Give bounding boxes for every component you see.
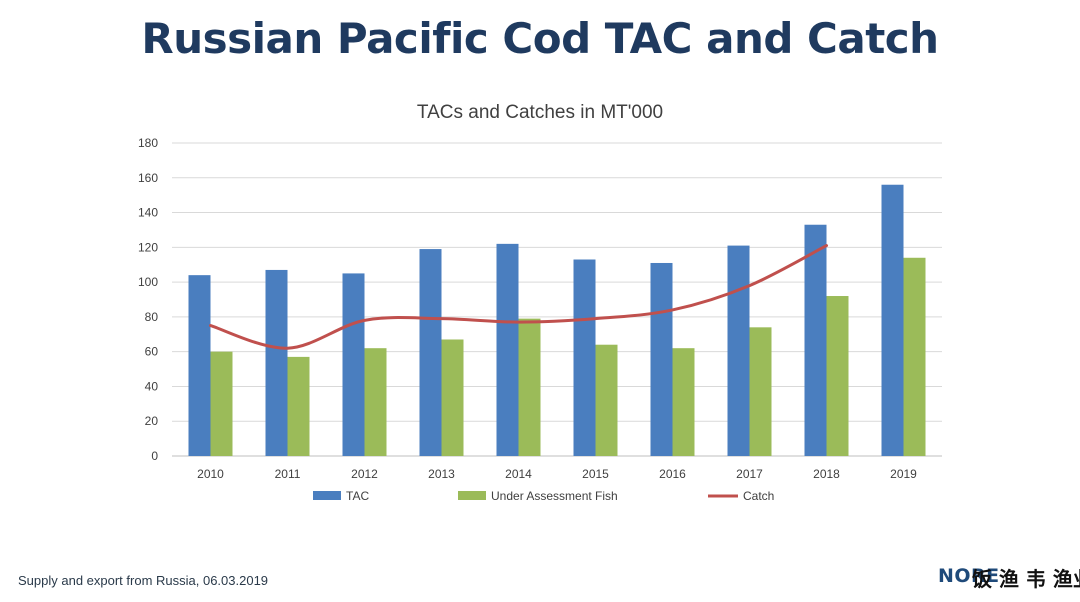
y-tick-label: 180 [138, 136, 158, 150]
bar-under-assessment [826, 296, 849, 456]
bar-tac [496, 243, 519, 456]
bar-tac [881, 184, 904, 456]
x-tick-label: 2016 [659, 467, 686, 481]
footer-note: Supply and export from Russia, 06.03.201… [18, 573, 269, 588]
y-tick-label: 40 [145, 379, 159, 393]
x-tick-label: 2019 [890, 467, 917, 481]
x-tick-label: 2018 [813, 467, 840, 481]
y-tick-label: 80 [145, 310, 159, 324]
legend-catch-label: Catch [743, 489, 774, 503]
x-tick-label: 2012 [351, 467, 378, 481]
x-tick-label: 2013 [428, 467, 455, 481]
bar-tac [188, 275, 211, 456]
bar-tac [804, 224, 827, 456]
slide-title: Russian Pacific Cod TAC and Catch [141, 14, 939, 63]
x-tick-label: 2015 [582, 467, 609, 481]
bar-tac [265, 269, 288, 456]
y-tick-label: 120 [138, 240, 158, 254]
y-tick-label: 20 [145, 414, 159, 428]
bar-tac [650, 262, 673, 456]
bar-under-assessment [903, 257, 926, 456]
x-tick-label: 2014 [505, 467, 532, 481]
legend-under-assessment-label: Under Assessment Fish [491, 489, 618, 503]
chart-title: TACs and Catches in MT'000 [417, 102, 663, 123]
bar-tac [727, 245, 750, 456]
y-tick-label: 60 [145, 345, 159, 359]
bar-tac [419, 249, 442, 456]
logo-text: NORE [938, 565, 1000, 587]
legend-under-assessment-swatch [458, 491, 486, 500]
x-tick-label: 2010 [197, 467, 224, 481]
bar-under-assessment [672, 348, 695, 456]
x-tick-label: 2017 [736, 467, 763, 481]
bar-under-assessment [441, 339, 464, 456]
y-tick-label: 140 [138, 206, 158, 220]
bar-under-assessment [287, 356, 310, 456]
bar-under-assessment [749, 327, 772, 456]
company-logo: NORE 饭 渔 韦 渔业 [938, 565, 1080, 597]
bar-under-assessment [210, 351, 233, 456]
legend-tac-label: TAC [346, 489, 369, 503]
y-tick-label: 160 [138, 171, 158, 185]
legend-tac-swatch [313, 491, 341, 500]
bar-tac [342, 273, 365, 456]
bar-under-assessment [364, 348, 387, 456]
y-tick-label: 0 [151, 449, 158, 463]
bar-under-assessment [595, 344, 618, 456]
y-tick-label: 100 [138, 275, 158, 289]
x-tick-label: 2011 [275, 467, 301, 481]
bar-tac [573, 259, 596, 456]
bar-under-assessment [518, 318, 541, 456]
logo-cjk-text: 饭 渔 韦 渔业 [972, 567, 1080, 591]
